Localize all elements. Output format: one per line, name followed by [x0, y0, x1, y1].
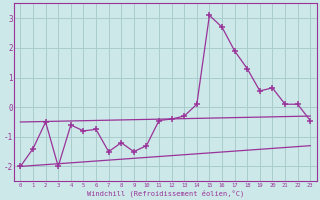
- X-axis label: Windchill (Refroidissement éolien,°C): Windchill (Refroidissement éolien,°C): [87, 189, 244, 197]
